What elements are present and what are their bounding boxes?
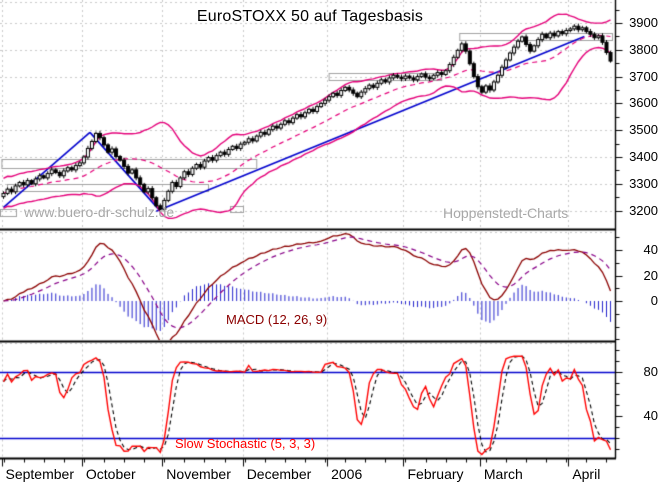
macd-indicator-label: MACD (12, 26, 9) bbox=[226, 312, 328, 327]
month-label: November bbox=[166, 466, 231, 482]
y-axis-tick-label: 40 bbox=[643, 408, 658, 423]
y-axis-tick-label: 80 bbox=[643, 364, 658, 379]
month-label: February bbox=[407, 466, 464, 482]
month-label: October bbox=[85, 466, 136, 482]
y-axis-tick-label: 3500 bbox=[629, 122, 658, 138]
y-axis-tick-label: 3300 bbox=[629, 175, 658, 191]
month-label: 2006 bbox=[331, 466, 363, 482]
y-axis-tick-label: 3900 bbox=[629, 15, 658, 30]
month-label: March bbox=[483, 466, 523, 482]
y-axis-tick-label: 3200 bbox=[629, 202, 658, 218]
month-label: April bbox=[572, 466, 601, 482]
y-axis-tick-label: 40 bbox=[643, 242, 658, 257]
month-label: September bbox=[5, 466, 74, 482]
y-axis-tick-label: 20 bbox=[643, 267, 658, 283]
y-axis-tick-label: 3800 bbox=[629, 41, 658, 57]
y-axis-tick-label: 3600 bbox=[629, 95, 658, 111]
watermark-buero-dr-schulz: www.buero-dr-schulz.de bbox=[24, 204, 175, 220]
chart-title: EuroSTOXX 50 auf Tagesbasis bbox=[196, 8, 424, 25]
stochastic-indicator-label: Slow Stochastic (5, 3, 3) bbox=[175, 436, 316, 451]
y-axis-tick-label: 0 bbox=[650, 293, 658, 308]
y-axis-tick-label: 3700 bbox=[629, 68, 658, 84]
watermark-hoppenstedt-charts: Hoppenstedt-Charts bbox=[443, 205, 569, 221]
month-label: December bbox=[246, 466, 312, 482]
y-axis-tick-label: 3400 bbox=[629, 149, 658, 164]
